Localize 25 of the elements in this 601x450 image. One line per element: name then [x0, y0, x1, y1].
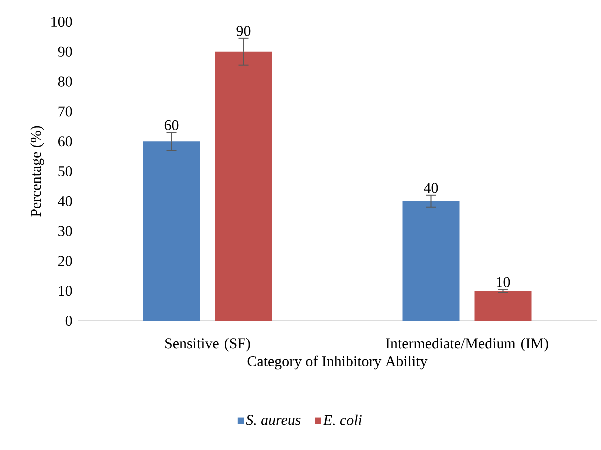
y-tick-label: 30 [58, 226, 72, 236]
y-tick-label: 40 [58, 196, 72, 206]
x-axis-title: Category of Inhibitory Ability [248, 356, 428, 370]
data-label: 90 [236, 26, 251, 36]
bar [402, 201, 460, 321]
y-tick-label: 100 [52, 16, 72, 28]
y-tick-label: 80 [58, 76, 72, 87]
x-tick-label: Sensitive (SF) [166, 338, 250, 352]
data-label: 40 [424, 183, 438, 194]
bar [215, 52, 272, 321]
y-tick-label: 90 [58, 46, 72, 57]
y-tick-label: 70 [58, 106, 72, 117]
y-axis-title: Percentage (%) [30, 126, 44, 217]
bar [474, 291, 532, 321]
x-tick-label: Intermediate/Medium (IM) [386, 338, 548, 352]
legend-label: E. coli [323, 414, 362, 426]
legend-label: S. aureus [246, 415, 301, 426]
data-label: 60 [164, 120, 179, 130]
y-tick-label: 60 [58, 136, 72, 147]
bar [143, 142, 200, 321]
y-tick-label: 0 [66, 316, 72, 326]
y-tick-label: 50 [58, 166, 72, 177]
y-tick-label: 10 [59, 286, 72, 296]
data-label: 10 [497, 277, 510, 288]
y-tick-label: 20 [58, 256, 72, 266]
